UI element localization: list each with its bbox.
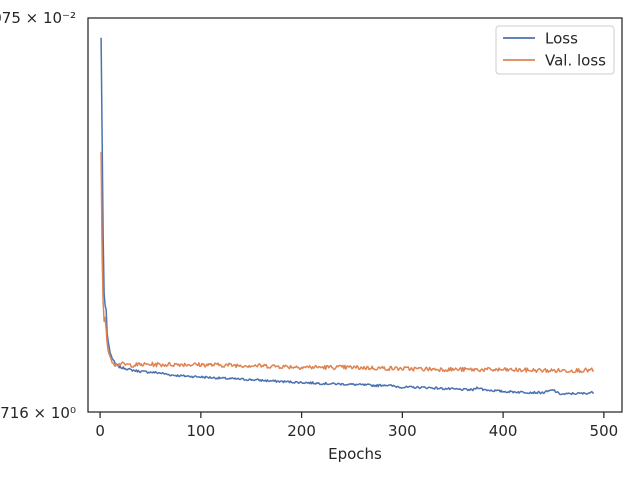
x-tick-label: 100: [187, 422, 216, 440]
x-axis-label: Epochs: [328, 445, 382, 463]
x-tick-label: 500: [590, 422, 619, 440]
x-tick-label: 0: [95, 422, 105, 440]
x-axis-ticks: 0 100 200 300 400 500: [95, 412, 618, 440]
x-tick-label: 300: [388, 422, 417, 440]
legend-label-loss: Loss: [545, 30, 578, 48]
x-tick-label: 400: [489, 422, 518, 440]
val-loss-line: [100, 151, 595, 374]
y-tick-label-bottom: 7.716 × 10⁰: [0, 404, 76, 422]
legend: Loss Val. loss: [495, 25, 615, 75]
y-axis-labels: 8.075 × 10⁻² 7.716 × 10⁰: [0, 9, 76, 422]
x-tick-label: 200: [287, 422, 316, 440]
series-layer: [100, 37, 595, 396]
legend-label-val-loss: Val. loss: [545, 52, 606, 70]
plot-frame: [87, 17, 623, 413]
y-tick-label-top: 8.075 × 10⁻²: [0, 9, 76, 27]
loss-line: [100, 37, 595, 396]
